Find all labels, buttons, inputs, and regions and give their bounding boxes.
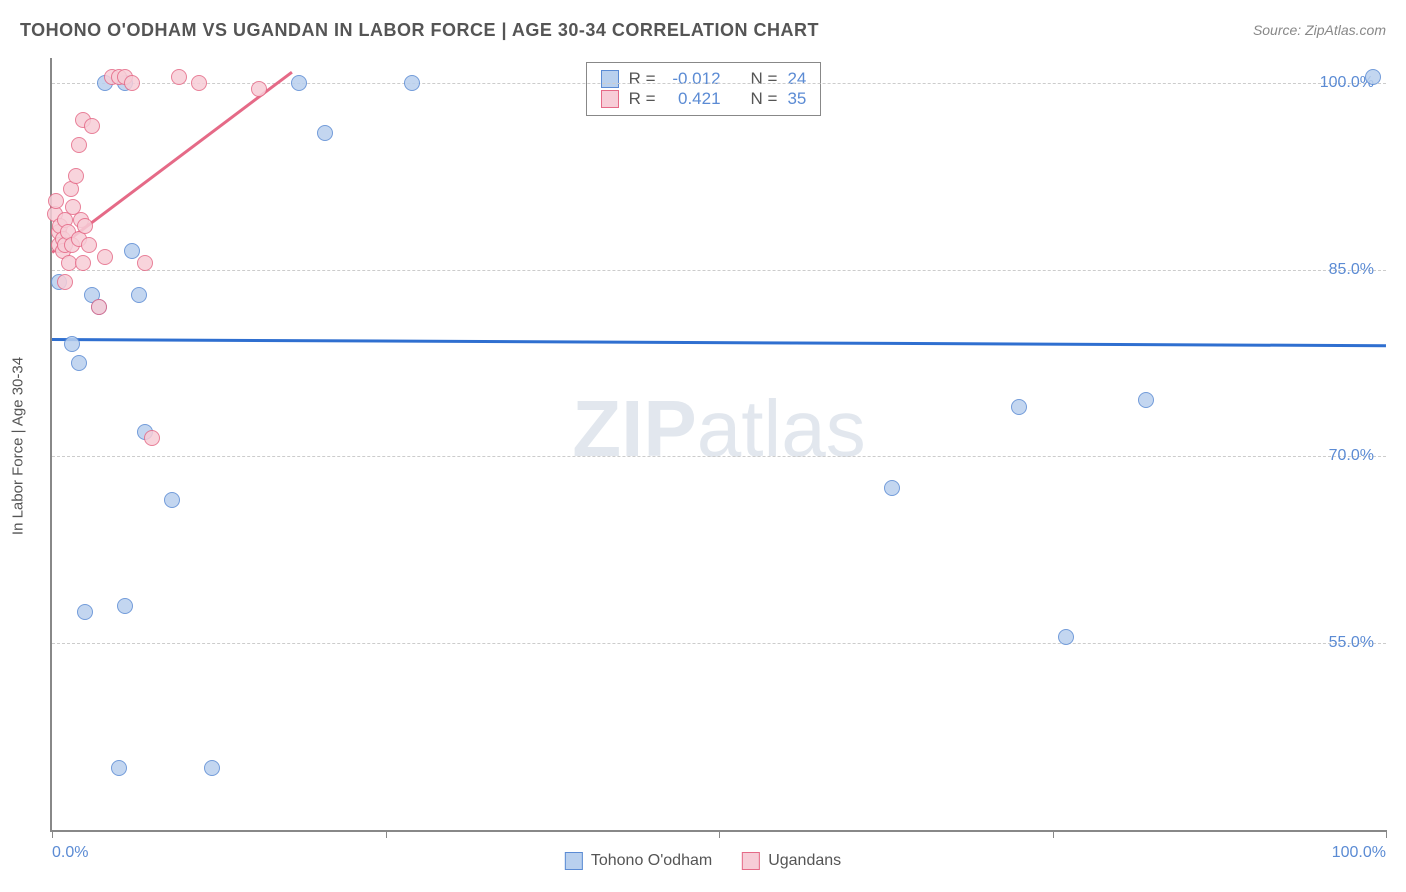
- data-point: [191, 75, 207, 91]
- n-label-2: N =: [751, 89, 778, 109]
- data-point: [71, 355, 87, 371]
- data-point: [1365, 69, 1381, 85]
- legend-swatch-series-2: [601, 90, 619, 108]
- x-tick-mark: [52, 830, 53, 838]
- data-point: [117, 598, 133, 614]
- legend-correlation: R = -0.012 N = 24 R = 0.421 N = 35: [586, 62, 822, 116]
- x-tick-mark: [1386, 830, 1387, 838]
- legend-bottom-label-1: Tohono O'odham: [591, 852, 712, 870]
- y-tick-label: 55.0%: [1329, 634, 1374, 652]
- data-point: [111, 760, 127, 776]
- data-point: [124, 75, 140, 91]
- data-point: [91, 299, 107, 315]
- data-point: [131, 287, 147, 303]
- r-label-1: R =: [629, 69, 656, 89]
- legend-item-1: Tohono O'odham: [565, 852, 712, 870]
- y-axis-title: In Labor Force | Age 30-34: [10, 357, 27, 535]
- legend-bottom-swatch-1: [565, 852, 583, 870]
- data-point: [144, 430, 160, 446]
- data-point: [64, 336, 80, 352]
- y-tick-label: 70.0%: [1329, 447, 1374, 465]
- x-tick-mark: [386, 830, 387, 838]
- data-point: [317, 125, 333, 141]
- x-tick-label: 0.0%: [52, 844, 88, 862]
- data-point: [84, 118, 100, 134]
- data-point: [77, 218, 93, 234]
- legend-bottom-label-2: Ugandans: [768, 852, 841, 870]
- data-point: [1011, 399, 1027, 415]
- data-point: [75, 255, 91, 271]
- legend-row-1: R = -0.012 N = 24: [601, 69, 807, 89]
- data-point: [48, 193, 64, 209]
- data-point: [97, 249, 113, 265]
- data-point: [171, 69, 187, 85]
- data-point: [77, 604, 93, 620]
- data-point: [1138, 392, 1154, 408]
- data-point: [884, 480, 900, 496]
- x-tick-mark: [1053, 830, 1054, 838]
- r-value-2: 0.421: [666, 89, 721, 109]
- legend-series: Tohono O'odham Ugandans: [565, 852, 841, 870]
- n-value-1: 24: [787, 69, 806, 89]
- legend-swatch-series-1: [601, 70, 619, 88]
- n-value-2: 35: [787, 89, 806, 109]
- y-tick-label: 85.0%: [1329, 261, 1374, 279]
- r-label-2: R =: [629, 89, 656, 109]
- data-point: [137, 255, 153, 271]
- n-label-1: N =: [751, 69, 778, 89]
- data-point: [124, 243, 140, 259]
- data-point: [57, 274, 73, 290]
- chart-title: TOHONO O'ODHAM VS UGANDAN IN LABOR FORCE…: [20, 20, 819, 41]
- data-point: [1058, 629, 1074, 645]
- watermark-atlas: atlas: [697, 384, 866, 473]
- data-point: [68, 168, 84, 184]
- r-value-1: -0.012: [666, 69, 721, 89]
- plot-area: ZIPatlas R = -0.012 N = 24 R = 0.421 N =…: [50, 58, 1386, 832]
- data-point: [164, 492, 180, 508]
- data-point: [71, 137, 87, 153]
- source-label: Source: ZipAtlas.com: [1253, 22, 1386, 38]
- data-point: [81, 237, 97, 253]
- x-tick-mark: [719, 830, 720, 838]
- legend-row-2: R = 0.421 N = 35: [601, 89, 807, 109]
- legend-bottom-swatch-2: [742, 852, 760, 870]
- data-point: [251, 81, 267, 97]
- x-tick-label: 100.0%: [1332, 844, 1386, 862]
- data-point: [204, 760, 220, 776]
- watermark-zip: ZIP: [572, 384, 696, 473]
- data-point: [404, 75, 420, 91]
- legend-item-2: Ugandans: [742, 852, 841, 870]
- data-point: [291, 75, 307, 91]
